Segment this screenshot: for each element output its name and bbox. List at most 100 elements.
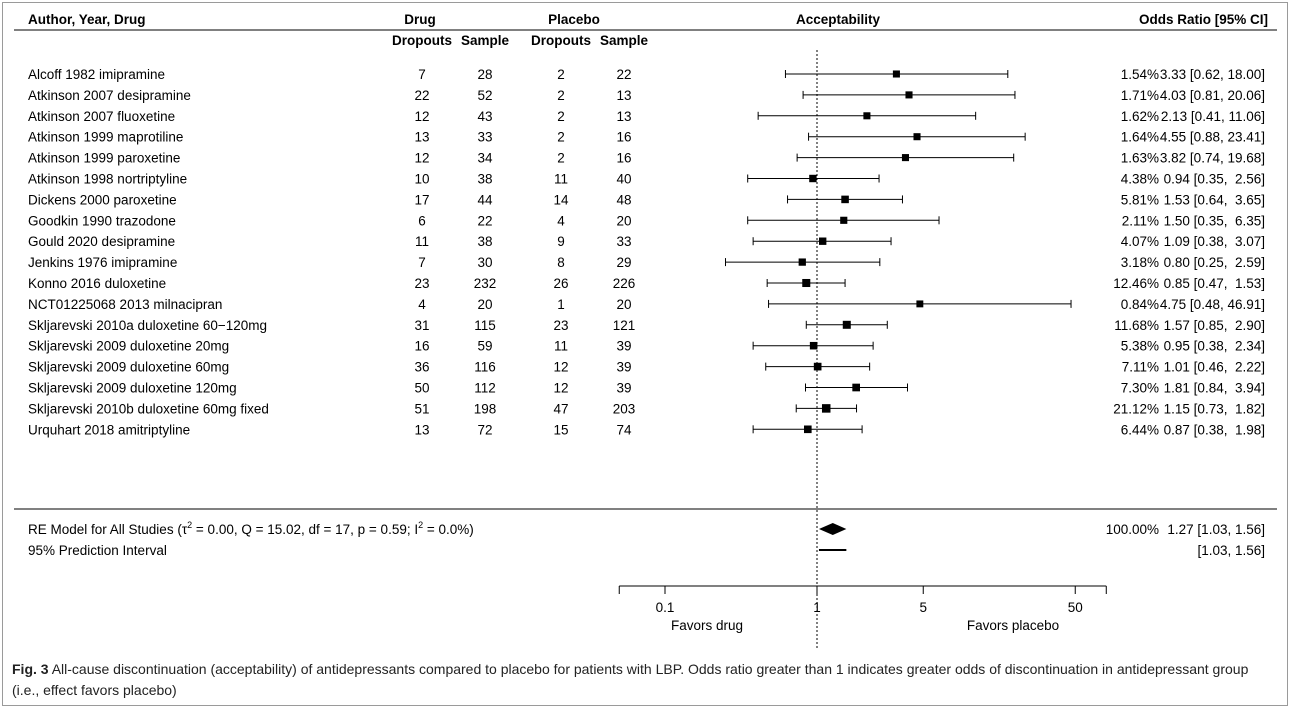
drug-dropouts: 12 [414, 151, 429, 166]
header-drug: Drug [404, 12, 436, 27]
point-estimate [802, 278, 811, 288]
study-weight: 2.11% [1122, 213, 1159, 228]
drug-dropouts: 6 [418, 213, 426, 228]
placebo-sample: 203 [613, 401, 636, 416]
drug-sample: 59 [477, 339, 492, 354]
drug-dropouts: 36 [414, 360, 429, 375]
study-weight: 7.30% [1121, 381, 1159, 396]
drug-sample: 38 [477, 172, 492, 187]
study-label: Atkinson 2007 fluoxetine [28, 109, 175, 124]
study-weight: 11.68% [1114, 318, 1159, 333]
study-row: Skljarevski 2009 duloxetine 120mg 50 112 12… [28, 381, 1265, 396]
study-or-ci: 4.55 [0.88, 23.41] [1160, 130, 1265, 145]
study-weight: 1.54% [1121, 67, 1159, 82]
placebo-dropouts: 8 [557, 255, 565, 270]
prediction-ci: [1.03, 1.56] [1197, 543, 1265, 558]
drug-dropouts: 7 [418, 67, 426, 82]
study-row: Skljarevski 2010b duloxetine 60mg fixed 5… [28, 401, 1265, 416]
placebo-dropouts: 1 [557, 297, 565, 312]
drug-sample: 116 [474, 360, 496, 375]
point-estimate [798, 258, 806, 266]
placebo-sample: 13 [616, 88, 631, 103]
study-row: Alcoff 1982 imipramine 7 28 2 22 1.54% 3.33 [0… [28, 67, 1265, 82]
header-drug-sample: Sample [461, 33, 510, 48]
point-estimate [913, 133, 921, 141]
point-estimate [841, 195, 849, 204]
study-or-ci: 1.01 [0.46, 2.22] [1164, 360, 1265, 375]
study-weight: 5.38% [1121, 339, 1159, 354]
point-estimate [842, 320, 851, 329]
study-weight: 0.84% [1121, 297, 1159, 312]
header-placebo-dropouts: Dropouts [531, 33, 591, 48]
placebo-sample: 33 [616, 234, 631, 249]
study-weight: 1.62% [1121, 109, 1159, 124]
study-or-ci: 1.09 [0.38, 3.07] [1164, 234, 1265, 249]
study-label: Atkinson 1998 nortriptyline [28, 172, 187, 187]
study-label: Alcoff 1982 imipramine [28, 67, 165, 82]
placebo-dropouts: 9 [557, 234, 565, 249]
drug-dropouts: 11 [415, 234, 429, 249]
placebo-dropouts: 15 [553, 422, 568, 437]
header-placebo: Placebo [548, 12, 600, 27]
placebo-sample: 16 [616, 130, 631, 145]
placebo-sample: 39 [616, 360, 631, 375]
header-or: Odds Ratio [95% CI] [1139, 12, 1268, 27]
caption-text: All-cause discontinuation (acceptability… [12, 661, 1249, 698]
placebo-dropouts: 14 [553, 192, 569, 207]
point-estimate [818, 237, 827, 245]
placebo-sample: 121 [613, 318, 636, 333]
study-or-ci: 0.85 [0.47, 1.53] [1164, 276, 1265, 291]
study-label: Atkinson 1999 paroxetine [28, 151, 180, 166]
drug-dropouts: 12 [414, 109, 429, 124]
point-estimate [892, 70, 900, 78]
point-estimate [901, 154, 910, 162]
summary-ci: 1.27 [1.03, 1.56] [1167, 522, 1265, 537]
study-weight: 7.11% [1122, 360, 1159, 375]
summary-weight: 100.00% [1106, 522, 1159, 537]
study-label: Skljarevski 2010a duloxetine 60−120mg [28, 318, 267, 333]
placebo-sample: 39 [616, 339, 631, 354]
forest-plot: Author, Year, Drug Drug Placebo Acceptab… [14, 12, 1277, 648]
placebo-sample: 48 [616, 192, 631, 207]
placebo-dropouts: 12 [553, 381, 568, 396]
drug-dropouts: 13 [414, 130, 429, 145]
point-estimate [916, 300, 924, 308]
placebo-dropouts: 23 [553, 318, 568, 333]
x-tick-label: 5 [919, 600, 927, 615]
study-row: Urquhart 2018 amitriptyline 13 72 15 74 6.44%… [28, 422, 1265, 437]
study-weight: 4.38% [1121, 172, 1159, 187]
drug-sample: 112 [474, 381, 496, 396]
drug-dropouts: 23 [414, 276, 429, 291]
study-label: NCT01225068 2013 milnacipran [28, 297, 222, 312]
study-row: Skljarevski 2009 duloxetine 20mg 16 59 11 39… [28, 339, 1265, 354]
placebo-dropouts: 2 [557, 67, 565, 82]
drug-dropouts: 50 [414, 381, 429, 396]
placebo-sample: 22 [616, 67, 631, 82]
study-label: Skljarevski 2009 duloxetine 120mg [28, 381, 237, 396]
study-label: Goodkin 1990 trazodone [28, 213, 176, 228]
drug-sample: 20 [477, 297, 492, 312]
study-label: Atkinson 2007 desipramine [28, 88, 191, 103]
study-label: Jenkins 1976 imipramine [28, 255, 177, 270]
study-weight: 1.71% [1121, 88, 1159, 103]
drug-sample: 52 [477, 88, 492, 103]
drug-sample: 33 [477, 130, 492, 145]
study-row: Gould 2020 desipramine 11 38 9 33 4.07% 1.09 [… [28, 234, 1265, 249]
point-estimate [840, 216, 848, 224]
study-or-ci: 1.57 [0.85, 2.90] [1164, 318, 1265, 333]
drug-dropouts: 13 [414, 422, 429, 437]
placebo-dropouts: 2 [557, 130, 565, 145]
study-or-ci: 0.95 [0.38, 2.34] [1164, 339, 1265, 354]
point-estimate [813, 362, 822, 371]
placebo-dropouts: 2 [557, 88, 565, 103]
study-or-ci: 3.33 [0.62, 18.00] [1160, 67, 1265, 82]
study-or-ci: 4.75 [0.48, 46.91] [1160, 297, 1265, 312]
study-label: Skljarevski 2009 duloxetine 60mg [28, 360, 229, 375]
point-estimate [809, 341, 818, 350]
drug-dropouts: 22 [414, 88, 429, 103]
placebo-dropouts: 4 [557, 213, 565, 228]
study-or-ci: 3.82 [0.74, 19.68] [1160, 151, 1265, 166]
study-label: Konno 2016 duloxetine [28, 276, 166, 291]
x-tick-label: 50 [1068, 600, 1083, 615]
